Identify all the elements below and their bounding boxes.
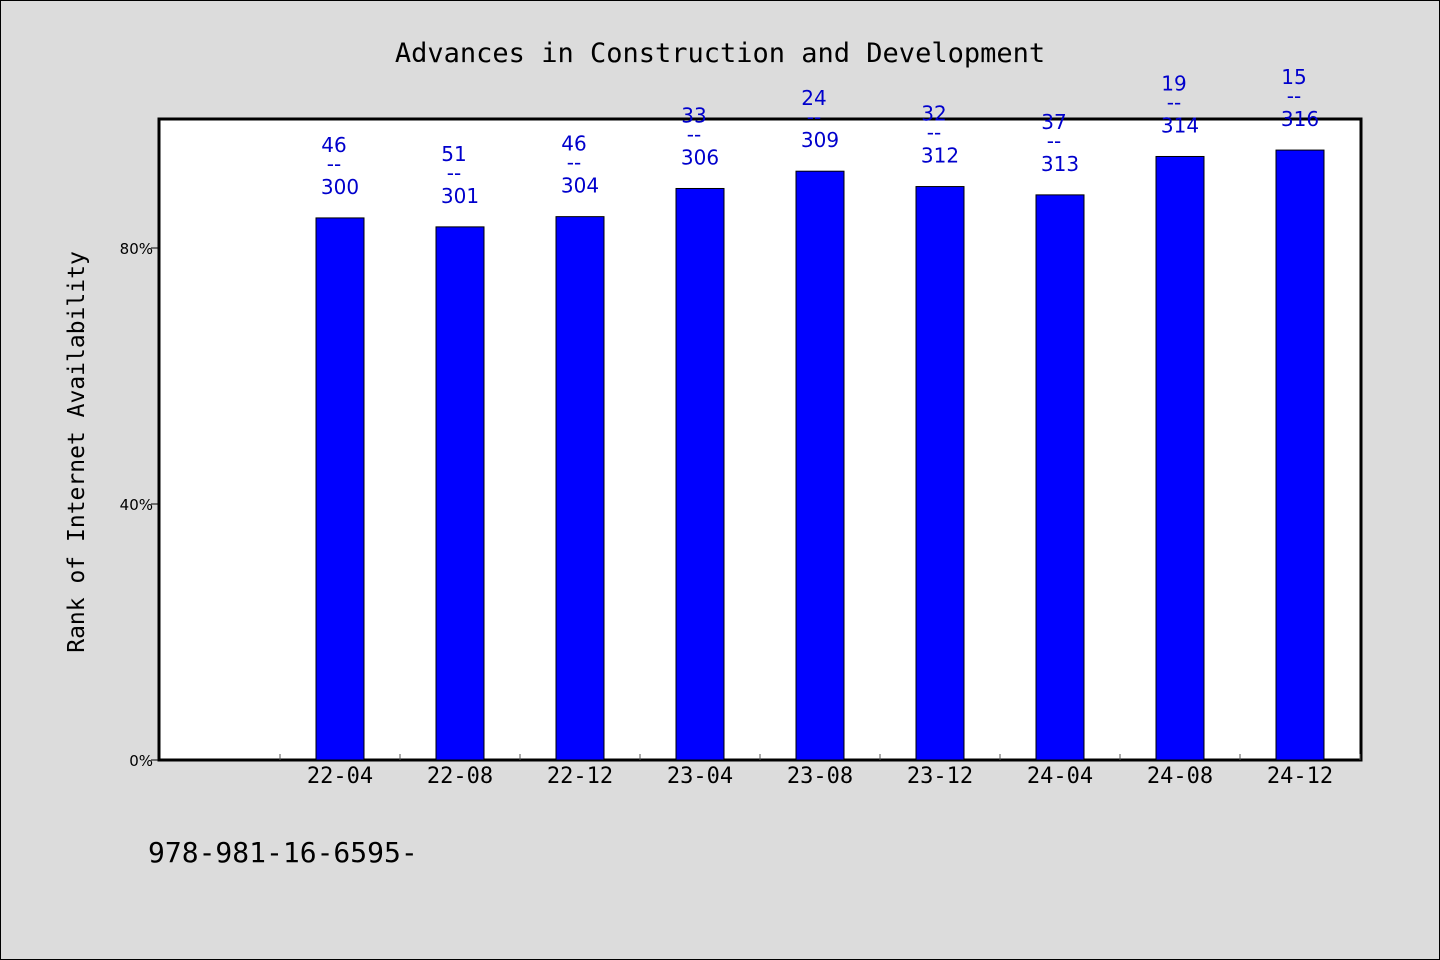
bar-label-top: 46 bbox=[561, 132, 586, 156]
bar-label-separator: -- bbox=[1167, 90, 1181, 114]
bar-22-04 bbox=[315, 217, 365, 761]
bar-label-separator: -- bbox=[927, 121, 941, 145]
x-tick-label: 24-08 bbox=[1147, 764, 1213, 789]
y-tick-label: 40% bbox=[120, 496, 153, 514]
bar-label-top: 15 bbox=[1281, 65, 1306, 89]
x-tick-label: 24-04 bbox=[1027, 764, 1093, 789]
bars-layer bbox=[315, 149, 1325, 761]
x-tick-label: 22-04 bbox=[307, 764, 373, 789]
x-tick-label: 22-08 bbox=[427, 764, 493, 789]
bar-label-top: 33 bbox=[681, 103, 706, 127]
bar-label-separator: -- bbox=[687, 122, 701, 146]
bar-label-top: 19 bbox=[1161, 71, 1186, 95]
x-tick-label: 23-12 bbox=[907, 764, 973, 789]
bar-label-top: 46 bbox=[321, 133, 346, 157]
bar-label-separator: -- bbox=[327, 152, 341, 176]
bar-label-separator: -- bbox=[567, 151, 581, 175]
y-axis-label: Rank of Internet Availability bbox=[64, 251, 90, 653]
bar-label-separator: -- bbox=[1287, 84, 1301, 108]
bar-22-12 bbox=[555, 216, 605, 761]
footer-identifier: 978-981-16-6595- bbox=[148, 836, 418, 869]
bar-24-12 bbox=[1275, 149, 1325, 761]
bar-label-separator: -- bbox=[447, 161, 461, 185]
bar-label-bottom: 301 bbox=[441, 184, 479, 208]
bar-label-bottom: 306 bbox=[681, 145, 719, 169]
bar-label-bottom: 309 bbox=[801, 128, 839, 152]
x-tick-label: 23-04 bbox=[667, 764, 733, 789]
bar-label-bottom: 314 bbox=[1161, 113, 1199, 137]
chart-title: Advances in Construction and Development bbox=[395, 38, 1045, 69]
y-tick-label: 0% bbox=[129, 752, 153, 770]
x-tick-label: 22-12 bbox=[547, 764, 613, 789]
x-tick-label: 24-12 bbox=[1267, 764, 1333, 789]
bar-24-04 bbox=[1035, 194, 1085, 761]
bar-22-08 bbox=[435, 226, 485, 761]
bar-label-separator: -- bbox=[1047, 129, 1061, 153]
x-axis: 22-04 22-08 22-12 23-04 23-08 23-12 24-04 24-08… bbox=[279, 754, 1361, 789]
bar-23-12 bbox=[915, 186, 965, 761]
bar-label-bottom: 313 bbox=[1041, 152, 1079, 176]
bar-label-top: 51 bbox=[441, 142, 466, 166]
bar-label-top: 32 bbox=[921, 102, 946, 126]
bar-label-bottom: 316 bbox=[1281, 107, 1319, 131]
y-axis: 0% 40% 80% bbox=[120, 240, 159, 770]
bar-label-bottom: 312 bbox=[921, 144, 959, 168]
bar-24-08 bbox=[1155, 155, 1205, 761]
bar-label-separator: -- bbox=[807, 105, 821, 129]
bar-label-top: 24 bbox=[801, 86, 826, 110]
bar-label-bottom: 300 bbox=[321, 175, 359, 199]
bar-labels-layer: 46--30051--30146--30433--30624--30932--3… bbox=[321, 65, 1319, 208]
bar-23-08 bbox=[795, 170, 845, 761]
bar-23-04 bbox=[675, 187, 725, 761]
x-tick-label: 23-08 bbox=[787, 764, 853, 789]
bar-label-top: 37 bbox=[1041, 110, 1066, 134]
y-tick-label: 80% bbox=[120, 240, 153, 258]
bar-label-bottom: 304 bbox=[561, 174, 599, 198]
